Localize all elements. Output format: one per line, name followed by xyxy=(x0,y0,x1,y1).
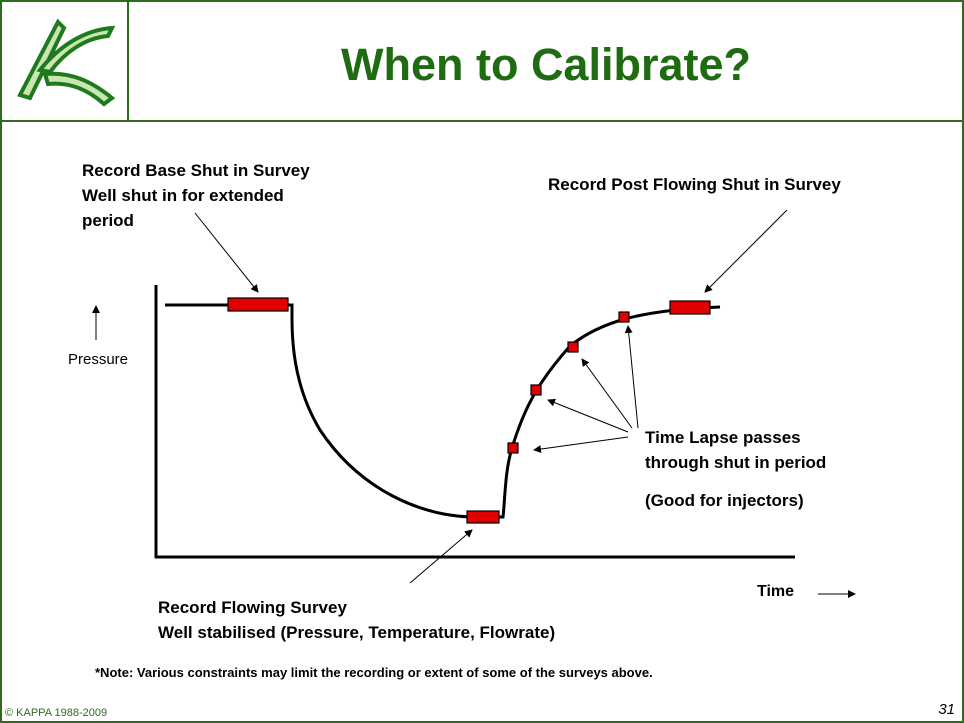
page-number: 31 xyxy=(938,701,955,718)
survey-marker xyxy=(466,510,500,524)
copyright: © KAPPA 1988-2009 xyxy=(5,707,107,719)
title: When to Calibrate? xyxy=(341,39,751,90)
annotation: Well shut in for extended xyxy=(82,186,284,205)
survey-marker xyxy=(530,384,542,396)
arrow xyxy=(533,436,629,454)
annotation: Record Post Flowing Shut in Survey xyxy=(548,175,841,194)
annotation: Time Lapse passes xyxy=(645,428,801,447)
x-axis-label: Time xyxy=(757,583,794,600)
arrow xyxy=(547,398,629,433)
survey-marker xyxy=(618,311,630,323)
annotation: period xyxy=(82,211,134,230)
survey-marker xyxy=(227,297,289,312)
arrow xyxy=(409,529,473,584)
annotation: Record Flowing Survey xyxy=(158,598,347,617)
survey-marker xyxy=(507,442,519,454)
pressure-curve xyxy=(165,303,721,519)
note: *Note: Various constraints may limit the… xyxy=(95,665,653,680)
annotation: Record Base Shut in Survey xyxy=(82,161,310,180)
annotation: (Good for injectors) xyxy=(645,491,804,510)
y-axis-label: Pressure xyxy=(68,351,128,368)
survey-marker xyxy=(669,300,711,315)
survey-marker xyxy=(567,341,579,353)
arrow xyxy=(624,325,639,429)
annotation: Well stabilised (Pressure, Temperature, … xyxy=(158,623,555,642)
logo xyxy=(17,18,116,107)
arrow xyxy=(704,209,788,293)
arrow xyxy=(581,358,633,429)
annotation: through shut in period xyxy=(645,453,826,472)
arrow xyxy=(194,212,259,293)
